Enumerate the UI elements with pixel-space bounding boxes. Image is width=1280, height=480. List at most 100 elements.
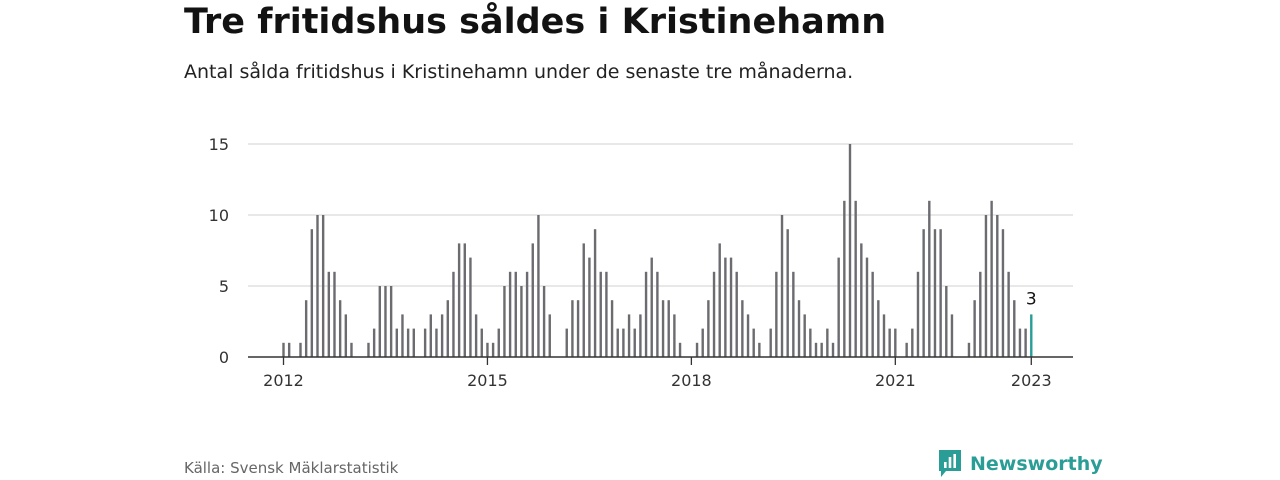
bar [282, 342, 285, 357]
bar [435, 328, 438, 357]
bar [990, 200, 993, 357]
bar [338, 300, 342, 357]
bar [588, 257, 591, 357]
bar [837, 257, 840, 357]
bar [877, 300, 880, 357]
y-tick-label: 10 [209, 206, 229, 225]
bar [928, 200, 931, 357]
bar [1024, 328, 1027, 357]
bar [474, 314, 478, 357]
bar [967, 342, 971, 357]
bar [627, 314, 631, 357]
bar [860, 243, 863, 357]
bar [520, 286, 523, 357]
bar [639, 314, 642, 357]
bar [327, 271, 331, 357]
bar [316, 215, 319, 357]
y-tick-label: 5 [219, 277, 229, 296]
x-tick-label: 2023 [1011, 371, 1052, 390]
bar [497, 328, 500, 357]
bar [537, 215, 540, 357]
y-tick-label: 15 [209, 135, 229, 154]
bar [644, 271, 648, 357]
bar [378, 286, 382, 357]
bar [287, 342, 291, 357]
bar [650, 257, 653, 357]
bar [848, 144, 852, 357]
bar [667, 300, 670, 357]
bar [486, 342, 489, 357]
bar [457, 243, 461, 357]
bar [854, 200, 857, 357]
bar [939, 229, 942, 357]
brand-name: Newsworthy [970, 453, 1103, 475]
bar [299, 342, 302, 357]
bar [973, 300, 976, 357]
bar [469, 257, 472, 357]
bar [922, 229, 925, 357]
bar [792, 271, 795, 357]
bar [752, 328, 755, 357]
bar [350, 342, 353, 357]
bar [525, 271, 529, 357]
bar [633, 328, 636, 357]
bar [826, 328, 829, 357]
bar [452, 271, 455, 357]
bar [440, 314, 444, 357]
chart-subtitle: Antal sålda fritidshus i Kristinehamn un… [184, 61, 854, 83]
bar [984, 215, 988, 357]
bar [372, 328, 376, 357]
x-tick-label: 2018 [671, 371, 712, 390]
bar-chart: 0 5 10 15 2012 2015 2018 2021 2023 3 [209, 135, 1073, 390]
bar [656, 271, 659, 357]
bars [282, 144, 1033, 357]
bar [423, 328, 427, 357]
x-tick-label: 2012 [263, 371, 304, 390]
bar [531, 243, 534, 357]
bar [746, 314, 750, 357]
bar [622, 328, 625, 357]
bar [582, 243, 585, 357]
bar [1013, 300, 1016, 357]
bar [304, 300, 308, 357]
bar [384, 286, 387, 357]
bar [508, 271, 512, 357]
bar [695, 342, 699, 357]
bar [871, 271, 874, 357]
bar [678, 342, 682, 357]
bar [401, 314, 404, 357]
bar [514, 271, 517, 357]
bar [718, 243, 721, 357]
bar [389, 286, 393, 357]
latest-value-label: 3 [1026, 289, 1037, 309]
bar [701, 328, 704, 357]
bar [888, 328, 891, 357]
bar [905, 342, 908, 357]
bar [882, 314, 886, 357]
bar [916, 271, 920, 357]
bar [809, 328, 812, 357]
bar [758, 342, 761, 357]
bar [406, 328, 410, 357]
gridlines [248, 143, 1073, 287]
bar [724, 257, 727, 357]
bar [599, 271, 602, 357]
bar [412, 328, 415, 357]
bar [310, 229, 314, 357]
bar [894, 328, 897, 357]
bar [661, 300, 665, 357]
bar [933, 229, 937, 357]
bar [576, 300, 580, 357]
bar [480, 328, 483, 357]
bar [911, 328, 914, 357]
bar [429, 314, 432, 357]
brand-logo[interactable]: Newsworthy [937, 449, 1103, 479]
bar [945, 286, 948, 357]
bar [775, 271, 778, 357]
bar [616, 328, 619, 357]
bar [820, 342, 823, 357]
x-tick-label: 2021 [875, 371, 916, 390]
bar [741, 300, 744, 357]
bar [446, 300, 449, 357]
bar [571, 300, 574, 357]
